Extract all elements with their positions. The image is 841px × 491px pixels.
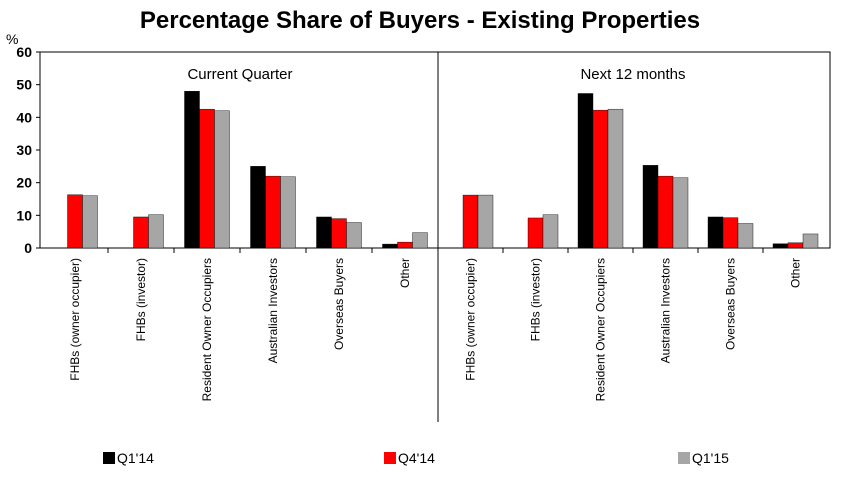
bar — [148, 214, 164, 249]
panel-label: Next 12 months — [580, 66, 685, 83]
bar — [67, 194, 83, 249]
bar — [722, 217, 739, 249]
panel-label: Current Quarter — [187, 66, 292, 83]
bar — [412, 232, 428, 249]
bar — [280, 176, 296, 249]
bar — [397, 241, 413, 249]
y-tick-label: 50 — [16, 77, 32, 93]
y-tick-label: 30 — [16, 142, 32, 158]
legend-swatch — [103, 452, 115, 464]
category-label: Overseas Buyers — [724, 258, 738, 350]
category-label: Australian Investors — [659, 258, 673, 363]
y-axis-unit-label: % — [6, 31, 18, 47]
bar — [657, 175, 674, 249]
legend-swatch — [678, 452, 690, 464]
category-label: FHBs (owner occupier) — [464, 258, 478, 381]
y-tick-label: 20 — [16, 175, 32, 191]
y-tick-label: 10 — [16, 207, 32, 223]
bar — [607, 108, 624, 249]
legend-label: Q1'14 — [117, 450, 154, 466]
bar — [592, 109, 609, 249]
bar — [577, 93, 594, 249]
category-label: Resident Owner Occupiers — [594, 258, 608, 401]
bar — [462, 194, 479, 249]
bar — [527, 217, 544, 249]
bar — [542, 214, 559, 249]
bar — [477, 194, 494, 249]
bar — [265, 175, 281, 249]
bar — [214, 110, 230, 249]
bar — [199, 108, 215, 249]
legend-label: Q1'15 — [692, 450, 729, 466]
chart-title: Percentage Share of Buyers - Existing Pr… — [140, 7, 700, 34]
bar — [346, 222, 362, 249]
legend-swatch — [384, 452, 396, 464]
bar — [672, 177, 689, 249]
category-label: Other — [398, 258, 412, 288]
bar — [316, 216, 332, 249]
legend-label: Q4'14 — [398, 450, 435, 466]
bar — [787, 242, 804, 249]
bar — [707, 216, 724, 249]
y-tick-label: 40 — [16, 109, 32, 125]
bar — [737, 223, 754, 249]
category-label: FHBs (investor) — [134, 258, 148, 341]
bar — [184, 90, 200, 249]
bar — [331, 218, 347, 249]
category-label: Australian Investors — [266, 258, 280, 363]
category-label: FHBs (owner occupier) — [68, 258, 82, 381]
bar — [802, 233, 819, 249]
category-label: FHBs (investor) — [529, 258, 543, 341]
bar — [250, 166, 266, 249]
bar — [642, 165, 659, 249]
y-tick-label: 0 — [24, 240, 32, 256]
bar — [82, 195, 98, 249]
category-label: Overseas Buyers — [332, 258, 346, 350]
category-label: Other — [789, 258, 803, 288]
bar — [772, 243, 789, 249]
category-label: Resident Owner Occupiers — [200, 258, 214, 401]
bar — [382, 243, 398, 249]
y-tick-label: 60 — [16, 44, 32, 60]
bar — [133, 216, 149, 249]
